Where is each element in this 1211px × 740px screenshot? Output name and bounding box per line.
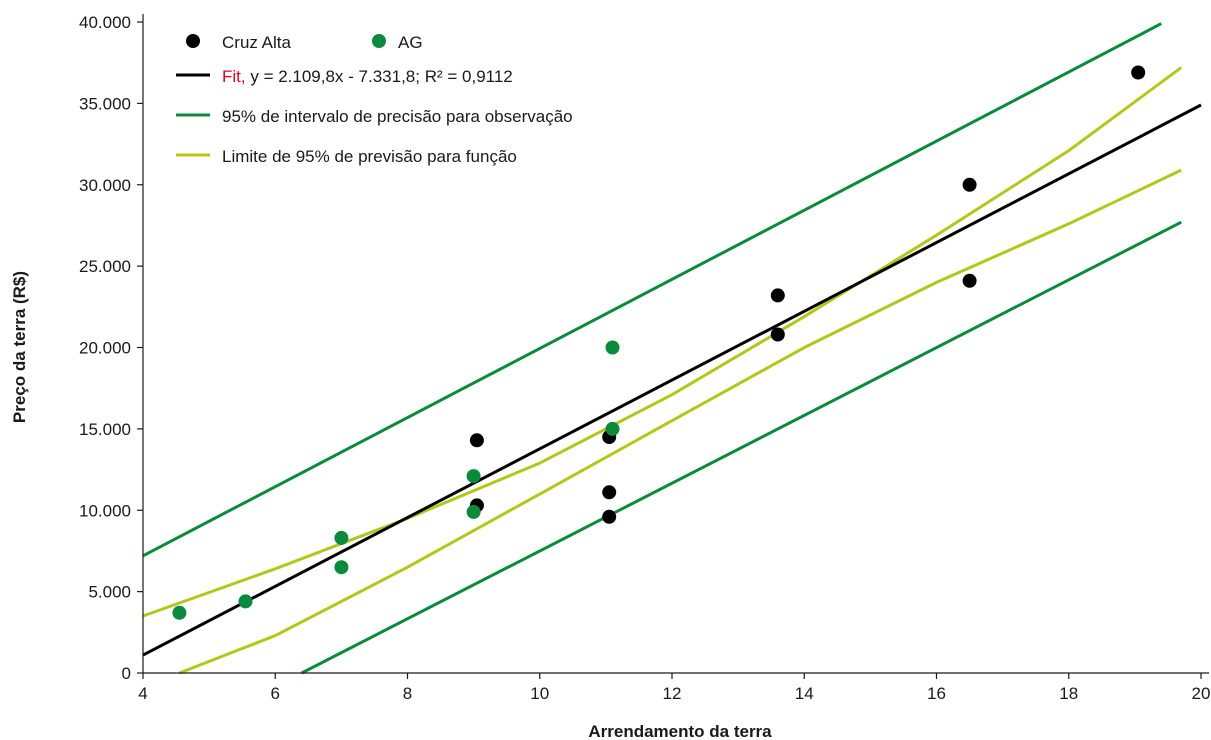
point-cruz-alta-8 — [962, 273, 977, 288]
legend-label-0: Fit, y = 2.109,8x - 7.331,8; R² = 0,9112 — [222, 67, 513, 86]
legend-label-ag: AG — [398, 33, 423, 52]
band-lines — [142, 22, 1183, 675]
point-cruz-alta-4 — [602, 509, 617, 524]
y-tick-label: 30.000 — [79, 176, 131, 195]
x-tick-label: 18 — [1059, 684, 1078, 703]
y-tick-label: 0 — [122, 664, 131, 683]
y-tick-label: 15.000 — [79, 420, 131, 439]
legend-marker-cruz-alta — [186, 34, 200, 48]
legend: Cruz Alta AG Fit, y = 2.109,8x - 7.331,8; … — [176, 33, 573, 166]
point-ag-5 — [466, 504, 481, 519]
band-3-upper-line — [142, 22, 1162, 558]
point-ag-2 — [334, 530, 349, 545]
x-tick-label: 12 — [663, 684, 682, 703]
legend-marker-ag — [372, 34, 386, 48]
point-cruz-alta-5 — [770, 288, 785, 303]
point-ag-1 — [238, 594, 253, 609]
x-tick-label: 16 — [927, 684, 946, 703]
y-tick-label: 35.000 — [79, 94, 131, 113]
band-4-lower-line — [178, 168, 1182, 675]
fit-line-group — [142, 103, 1202, 657]
legend-fit-name: Fit, — [222, 67, 250, 86]
x-tick-label: 14 — [795, 684, 814, 703]
point-ag-7 — [605, 421, 620, 436]
x-tick-label: 8 — [403, 684, 412, 703]
legend-label-cruz-alta: Cruz Alta — [222, 33, 292, 52]
data-points — [172, 65, 1146, 620]
y-tick-label: 40.000 — [79, 13, 131, 32]
point-cruz-alta-0 — [469, 433, 484, 448]
band-3-lower-line — [301, 220, 1182, 675]
y-tick-label: 5.000 — [88, 583, 131, 602]
x-axis-title: Arrendamento da terra — [588, 722, 772, 740]
x-tick-label: 20 — [1192, 684, 1211, 703]
y-axis-title: Preço da terra (R$) — [10, 271, 29, 423]
x-tick-label: 10 — [530, 684, 549, 703]
point-cruz-alta-3 — [602, 485, 617, 500]
x-tick-label: 6 — [271, 684, 280, 703]
point-ag-3 — [334, 560, 349, 575]
legend-label-1: 95% de intervalo de precisão para observ… — [222, 107, 573, 126]
point-ag-0 — [172, 605, 187, 620]
axes: 4 6 8 10 12 14 16 18 20 0 5.000 10.000 15.000 20.000 2… — [79, 13, 1210, 703]
x-tick-label: 4 — [138, 684, 147, 703]
point-ag-4 — [466, 469, 481, 484]
point-cruz-alta-9 — [1131, 65, 1146, 80]
band-4-upper-line — [142, 66, 1183, 618]
fit-line — [142, 103, 1202, 657]
legend-label-2: Limite de 95% de previsão para função — [222, 147, 517, 166]
y-tick-label: 10.000 — [79, 501, 131, 520]
legend-fit-equation: y = 2.109,8x - 7.331,8; R² = 0,9112 — [250, 67, 512, 86]
y-tick-label: 25.000 — [79, 257, 131, 276]
point-cruz-alta-6 — [770, 327, 785, 342]
y-tick-label: 20.000 — [79, 339, 131, 358]
point-cruz-alta-7 — [962, 177, 977, 192]
point-ag-6 — [605, 340, 620, 355]
